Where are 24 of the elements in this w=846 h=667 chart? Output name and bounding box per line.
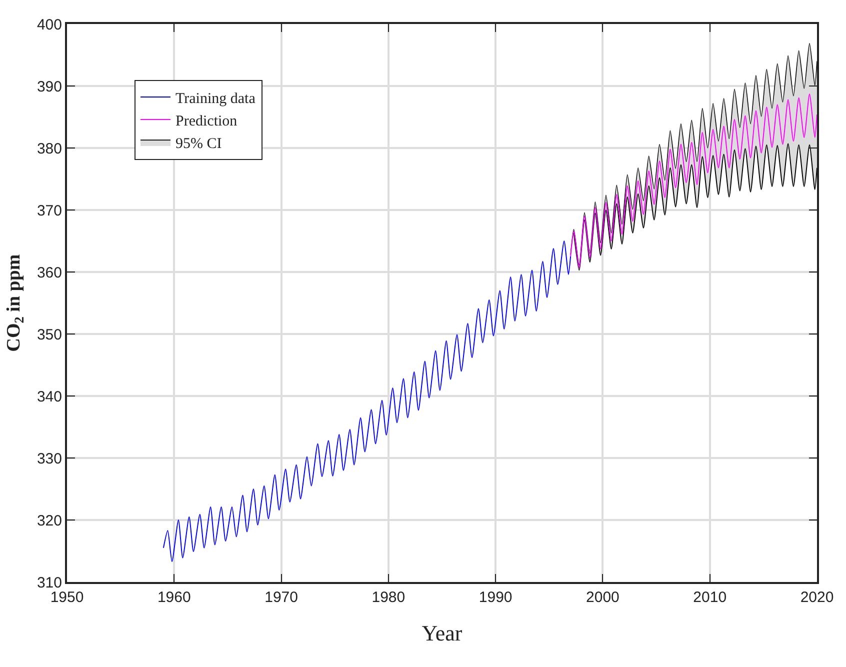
x-tick-label: 2010: [693, 589, 727, 606]
x-tick-label: 2020: [800, 589, 834, 606]
y-tick-label: 350: [36, 326, 62, 344]
x-tick-label: 1980: [372, 589, 406, 606]
y-tick-label: 370: [36, 202, 62, 220]
y-tick-label: 330: [36, 450, 62, 468]
legend-label: Training data: [176, 90, 256, 107]
x-tick-label: 1970: [264, 589, 298, 606]
x-tick-label: 1960: [157, 589, 191, 606]
y-tick-label: 400: [36, 16, 62, 34]
legend-label: 95% CI: [176, 136, 222, 152]
line-series: [570, 94, 817, 268]
y-tick-label: 320: [36, 512, 62, 530]
x-tick-label: 2000: [586, 589, 620, 606]
x-tick-label: 1990: [478, 589, 512, 606]
x-tick-label: 1950: [50, 589, 84, 606]
y-tick-label: 390: [36, 78, 62, 96]
line-series: [162, 240, 572, 562]
y-tick-label: 360: [36, 264, 62, 282]
legend-label: Prediction: [176, 113, 238, 130]
y-tick-label: 380: [36, 140, 62, 158]
y-tick-label: 340: [36, 388, 62, 406]
y-tick-label: 310: [36, 574, 62, 592]
x-axis-title: Year: [422, 620, 463, 646]
